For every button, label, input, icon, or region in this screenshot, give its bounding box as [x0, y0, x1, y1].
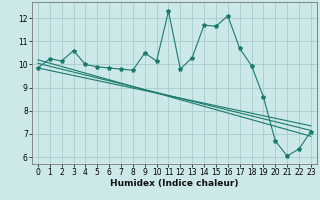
- X-axis label: Humidex (Indice chaleur): Humidex (Indice chaleur): [110, 179, 239, 188]
